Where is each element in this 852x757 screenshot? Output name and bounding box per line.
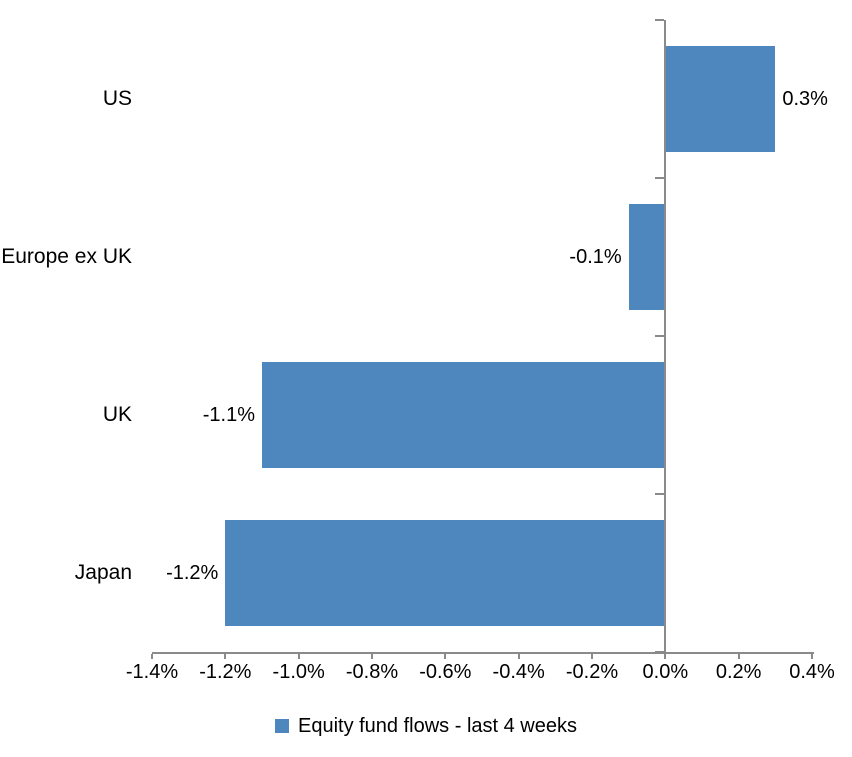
- x-tick-5: [517, 654, 520, 659]
- x-tick-label-2: -1.0%: [272, 661, 325, 683]
- x-tick-label-3: -0.8%: [345, 661, 399, 683]
- x-axis-line: [152, 652, 814, 654]
- legend: Equity fund flows - last 4 weeks: [0, 712, 852, 740]
- x-tick-label-4: -0.6%: [419, 661, 472, 683]
- x-tick-label-1: -1.2%: [199, 661, 252, 683]
- value-label-japan: -1.2%: [166, 561, 219, 584]
- x-tick-label-7: 0.0%: [642, 661, 689, 683]
- x-tick-1: [224, 654, 227, 659]
- x-tick-3: [371, 654, 373, 659]
- legend-marker-icon: [274, 719, 289, 733]
- y-boundary-tick-2: [655, 335, 665, 337]
- x-tick-label-5: -0.4%: [492, 661, 545, 683]
- x-tick-label-9: 0.4%: [789, 661, 835, 683]
- x-tick-0: [151, 654, 153, 659]
- bar-us: [665, 46, 776, 152]
- x-tick-2: [297, 654, 300, 659]
- category-label-japan: Japan: [74, 561, 132, 584]
- value-label-us: 0.3%: [782, 87, 828, 110]
- y-axis-line: [664, 20, 667, 659]
- category-label-us: US: [102, 87, 132, 110]
- x-tick-8: [737, 654, 740, 659]
- x-tick-4: [444, 654, 447, 659]
- category-label-uk: UK: [102, 403, 132, 426]
- x-tick-label-6: -0.2%: [565, 661, 619, 683]
- bar-europe-ex-uk: [628, 204, 666, 310]
- y-boundary-tick-3: [655, 493, 665, 495]
- x-tick-6: [591, 654, 593, 659]
- y-boundary-tick-0: [655, 19, 665, 21]
- y-boundary-tick-4: [655, 651, 665, 653]
- x-tick-7: [664, 654, 667, 659]
- value-label-europe-ex-uk: -0.1%: [569, 245, 622, 268]
- bar-uk: [262, 362, 666, 468]
- value-label-uk: -1.1%: [202, 403, 255, 426]
- y-boundary-tick-1: [655, 177, 665, 179]
- x-tick-label-8: 0.2%: [715, 661, 762, 683]
- legend-label: Equity fund flows - last 4 weeks: [297, 714, 577, 737]
- x-tick-9: [811, 654, 813, 659]
- bar-japan: [225, 520, 666, 626]
- category-label-europe-ex-uk: Europe ex UK: [1, 245, 132, 268]
- x-tick-label-0: -1.4%: [125, 661, 179, 683]
